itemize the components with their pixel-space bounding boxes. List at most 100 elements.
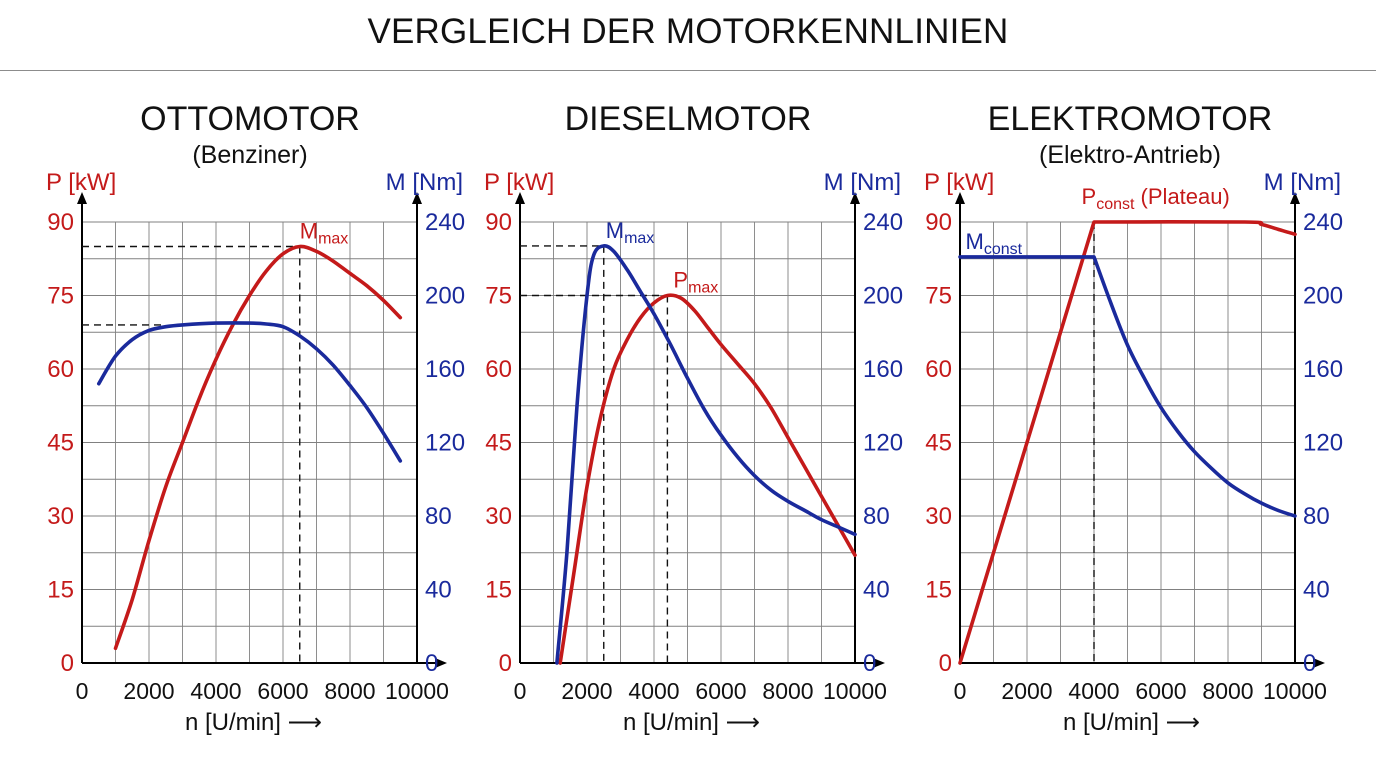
- power-curve-line: [958, 220, 1297, 665]
- y-tick-right: 0: [1303, 650, 1316, 677]
- axes: [515, 192, 885, 668]
- y-tick-left: 30: [925, 503, 952, 530]
- annotation-main: M: [966, 229, 984, 254]
- y-tick-left: 60: [925, 356, 952, 383]
- y-tick-right: 240: [1303, 209, 1343, 236]
- power-curve-line: [113, 244, 403, 651]
- annotation-main: P: [673, 268, 688, 293]
- x-tick: 10000: [1263, 678, 1327, 704]
- x-tick: 6000: [1135, 678, 1186, 704]
- y-tick-right: 160: [863, 356, 903, 383]
- title-divider: [0, 70, 1376, 71]
- x-tick: 8000: [762, 678, 813, 704]
- y-tick-left: 30: [47, 503, 74, 530]
- axes: [77, 192, 447, 668]
- y-tick-left: 75: [47, 283, 74, 310]
- y-tick-left: 45: [47, 430, 74, 457]
- y-tick-right: 80: [1303, 503, 1330, 530]
- x-tick: 4000: [1068, 678, 1119, 704]
- y-axis-left-label: P [kW]: [46, 169, 116, 196]
- x-tick: 10000: [385, 678, 449, 704]
- y-tick-right: 240: [863, 209, 903, 236]
- x-tick: 8000: [1202, 678, 1253, 704]
- annotation-main: P: [1082, 184, 1097, 209]
- grid: [960, 221, 1296, 663]
- annotation-subscript: max: [688, 280, 718, 297]
- x-tick: 0: [514, 678, 527, 704]
- x-axis-arrow: [873, 658, 885, 668]
- y-axis-left-arrow: [77, 192, 87, 204]
- chart-title: ELEKTROMOTOR: [988, 100, 1273, 138]
- annotation-subscript: const: [984, 241, 1023, 258]
- chart-subtitle: (Benziner): [192, 141, 307, 169]
- y-tick-left: 90: [47, 209, 74, 236]
- annotation-tail: (Plateau): [1134, 184, 1229, 209]
- y-tick-right: 80: [863, 503, 890, 530]
- y-tick-left: 45: [925, 430, 952, 457]
- power-curve-line: [558, 293, 857, 665]
- y-tick-right: 200: [1303, 283, 1343, 310]
- x-tick: 4000: [628, 678, 679, 704]
- y-tick-left: 0: [61, 650, 74, 677]
- annotation-label: Mconst: [966, 229, 1023, 258]
- y-axis-left-label: P [kW]: [924, 169, 994, 196]
- x-tick: 0: [954, 678, 967, 704]
- y-tick-left: 15: [485, 577, 512, 604]
- y-tick-left: 0: [939, 650, 952, 677]
- y-axis-right-arrow: [412, 192, 422, 204]
- y-tick-right: 80: [425, 503, 452, 530]
- annotation-main: M: [606, 218, 624, 243]
- torque-curve-line: [555, 244, 857, 665]
- y-tick-left: 75: [925, 283, 952, 310]
- y-axis-right-arrow: [850, 192, 860, 204]
- annotation-label: Pmax: [673, 268, 718, 297]
- y-axis-right-label: M [Nm]: [1264, 169, 1341, 196]
- x-tick: 8000: [324, 678, 375, 704]
- chart-panel-2: DIESELMOTOR P [kW] M [Nm] n [U/min] ⟶ 0 15 30 4…: [484, 100, 903, 736]
- annotation-subscript: const: [1096, 196, 1135, 213]
- y-tick-right: 120: [425, 430, 465, 457]
- x-tick: 0: [76, 678, 89, 704]
- y-tick-left: 30: [485, 503, 512, 530]
- y-axis-right-arrow: [1290, 192, 1300, 204]
- x-axis-label: n [U/min] ⟶: [185, 709, 322, 736]
- y-tick-right: 200: [425, 283, 465, 310]
- chart-panel-1: OTTOMOTOR (Benziner) P [kW] M [Nm] n [U/min]…: [46, 100, 465, 736]
- annotation-label: Mmax: [606, 218, 655, 247]
- y-tick-right: 40: [425, 577, 452, 604]
- annotation-subscript: max: [624, 230, 654, 247]
- y-tick-left: 15: [925, 577, 952, 604]
- y-tick-right: 120: [1303, 430, 1343, 457]
- page-title: VERGLEICH DER MOTORKENNLINIEN: [367, 12, 1009, 51]
- y-tick-left: 90: [485, 209, 512, 236]
- chart-subtitle: (Elektro-Antrieb): [1039, 141, 1221, 169]
- x-tick: 6000: [695, 678, 746, 704]
- x-axis-label: n [U/min] ⟶: [623, 709, 760, 736]
- x-axis-arrow: [1313, 658, 1325, 668]
- y-tick-left: 0: [499, 650, 512, 677]
- x-tick: 2000: [123, 678, 174, 704]
- x-tick: 4000: [190, 678, 241, 704]
- y-axis-left-label: P [kW]: [484, 169, 554, 196]
- y-tick-right: 160: [1303, 356, 1343, 383]
- y-tick-right: 160: [425, 356, 465, 383]
- y-tick-right: 40: [1303, 577, 1330, 604]
- y-tick-right: 240: [425, 209, 465, 236]
- y-tick-left: 90: [925, 209, 952, 236]
- annotation-subscript: max: [318, 231, 348, 248]
- torque-curve-line: [958, 255, 1297, 518]
- y-tick-left: 45: [485, 430, 512, 457]
- annotation-main: M: [300, 219, 318, 244]
- chart-panel-3: ELEKTROMOTOR (Elektro-Antrieb) P [kW] M [Nm…: [924, 100, 1343, 736]
- x-tick: 10000: [823, 678, 887, 704]
- annotation-label: Pconst (Plateau): [1082, 184, 1230, 213]
- y-tick-right: 120: [863, 430, 903, 457]
- y-tick-left: 15: [47, 577, 74, 604]
- chart-title: DIESELMOTOR: [565, 100, 812, 138]
- x-axis-label: n [U/min] ⟶: [1063, 709, 1200, 736]
- torque-curve-line: [97, 321, 403, 463]
- y-axis-right-label: M [Nm]: [824, 169, 901, 196]
- x-tick: 6000: [257, 678, 308, 704]
- chart-title: OTTOMOTOR: [140, 100, 360, 138]
